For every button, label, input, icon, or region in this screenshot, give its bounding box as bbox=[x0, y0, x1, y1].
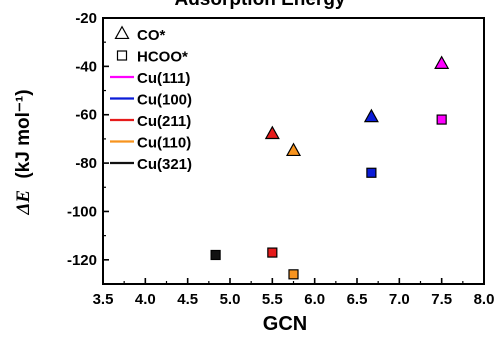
y-axis-label-unit: (kJ mol⁻¹) bbox=[13, 89, 34, 178]
x-tick-label: 7.5 bbox=[431, 291, 452, 308]
legend-label: Cu(100) bbox=[137, 92, 192, 109]
co-point-cu111 bbox=[434, 55, 450, 69]
co-point-cu110 bbox=[285, 142, 302, 157]
hcoo-point-cu110 bbox=[288, 269, 299, 280]
legend-label: Cu(110) bbox=[137, 135, 191, 152]
legend-label: Cu(211) bbox=[137, 113, 191, 130]
hcoo-point-cu321 bbox=[210, 249, 221, 261]
legend-label: Cu(321) bbox=[137, 156, 192, 173]
y-tick-label: -80 bbox=[75, 155, 97, 172]
x-tick-label: 4.0 bbox=[135, 291, 156, 308]
x-tick-label: 3.5 bbox=[93, 291, 114, 308]
y-axis-ticks: -120 -100 -80 -60 -40 -20 bbox=[67, 10, 109, 269]
x-tick-label: 4.5 bbox=[177, 291, 198, 308]
legend-label: HCOO* bbox=[137, 49, 188, 66]
y-axis-label: ΔE (kJ mol⁻¹) bbox=[13, 89, 34, 215]
y-axis-label-symbol: ΔE bbox=[13, 190, 34, 216]
x-tick-label: 6.0 bbox=[304, 291, 325, 308]
y-tick-label: -20 bbox=[75, 10, 97, 27]
chart-title: Adsorption Energy bbox=[174, 0, 345, 10]
hcoo-point-cu100 bbox=[366, 167, 377, 178]
hcoo-point-cu211 bbox=[267, 247, 278, 258]
x-tick-label: 5.0 bbox=[220, 291, 241, 308]
co-point-cu211 bbox=[264, 125, 280, 140]
x-axis-ticks: 3.5 4.0 4.5 5.0 5.5 6.0 6.5 7.0 7.5 8.0 bbox=[93, 278, 495, 308]
legend-square-icon bbox=[116, 50, 128, 61]
y-tick-label: -60 bbox=[75, 107, 97, 124]
legend-triangle-icon bbox=[114, 25, 130, 40]
legend: CO* HCOO* Cu(111) Cu(100) Cu(211) Cu(110) Cu(3… bbox=[110, 25, 192, 173]
y-tick-label: -100 bbox=[67, 203, 97, 220]
hcoo-point-cu111 bbox=[436, 114, 447, 125]
y-tick-label: -40 bbox=[75, 58, 97, 75]
x-axis-label: GCN bbox=[263, 313, 307, 335]
data-points bbox=[210, 55, 450, 280]
y-tick-label: -120 bbox=[67, 252, 97, 269]
x-tick-label: 5.5 bbox=[262, 291, 283, 308]
x-tick-label: 8.0 bbox=[474, 291, 495, 308]
legend-label: Cu(111) bbox=[137, 70, 190, 87]
co-point-cu100 bbox=[363, 108, 379, 123]
x-tick-label: 7.0 bbox=[389, 291, 410, 308]
legend-label: CO* bbox=[137, 27, 166, 44]
x-tick-label: 6.5 bbox=[347, 291, 368, 308]
